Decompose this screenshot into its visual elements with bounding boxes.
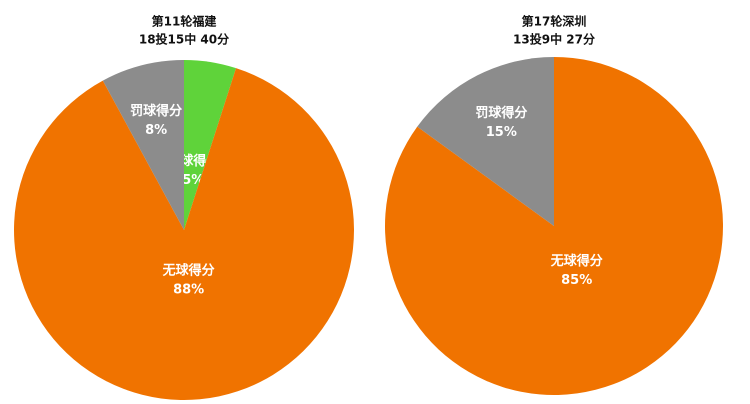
- chart-subtitle: 13投9中 27分: [513, 32, 595, 47]
- value-label: 88%: [173, 282, 204, 297]
- slice-label: 罚球得分: [475, 105, 527, 121]
- pie-slice: [102, 60, 184, 230]
- slice-label: 无球得分: [162, 262, 215, 278]
- chart-title: 第11轮福建: [152, 14, 218, 29]
- chart-subtitle: 18投15中 40分: [139, 32, 229, 47]
- value-label: 85%: [561, 273, 592, 288]
- slice-label: 罚球得分: [130, 103, 182, 119]
- value-label: 8%: [145, 123, 167, 138]
- pie-slice: [14, 68, 354, 400]
- chart-title: 第17轮深圳: [522, 14, 587, 29]
- pie-slice: [417, 57, 554, 226]
- value-label: 15%: [486, 125, 517, 140]
- slice-label: 无球得分: [550, 253, 603, 269]
- pie-slice: [184, 60, 237, 230]
